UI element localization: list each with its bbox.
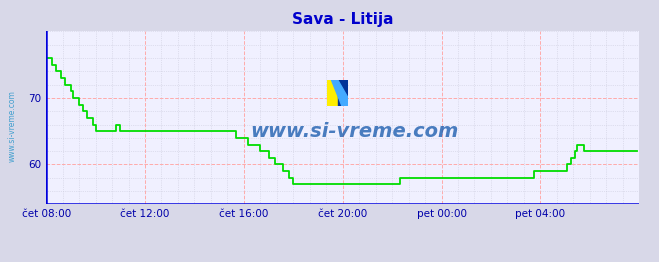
Bar	[337, 80, 348, 106]
Text: www.si-vreme.com: www.si-vreme.com	[8, 90, 17, 162]
Bar	[327, 80, 337, 106]
Text: www.si-vreme.com: www.si-vreme.com	[250, 122, 459, 141]
Polygon shape	[331, 80, 348, 106]
Title: Sava - Litija: Sava - Litija	[292, 13, 393, 28]
